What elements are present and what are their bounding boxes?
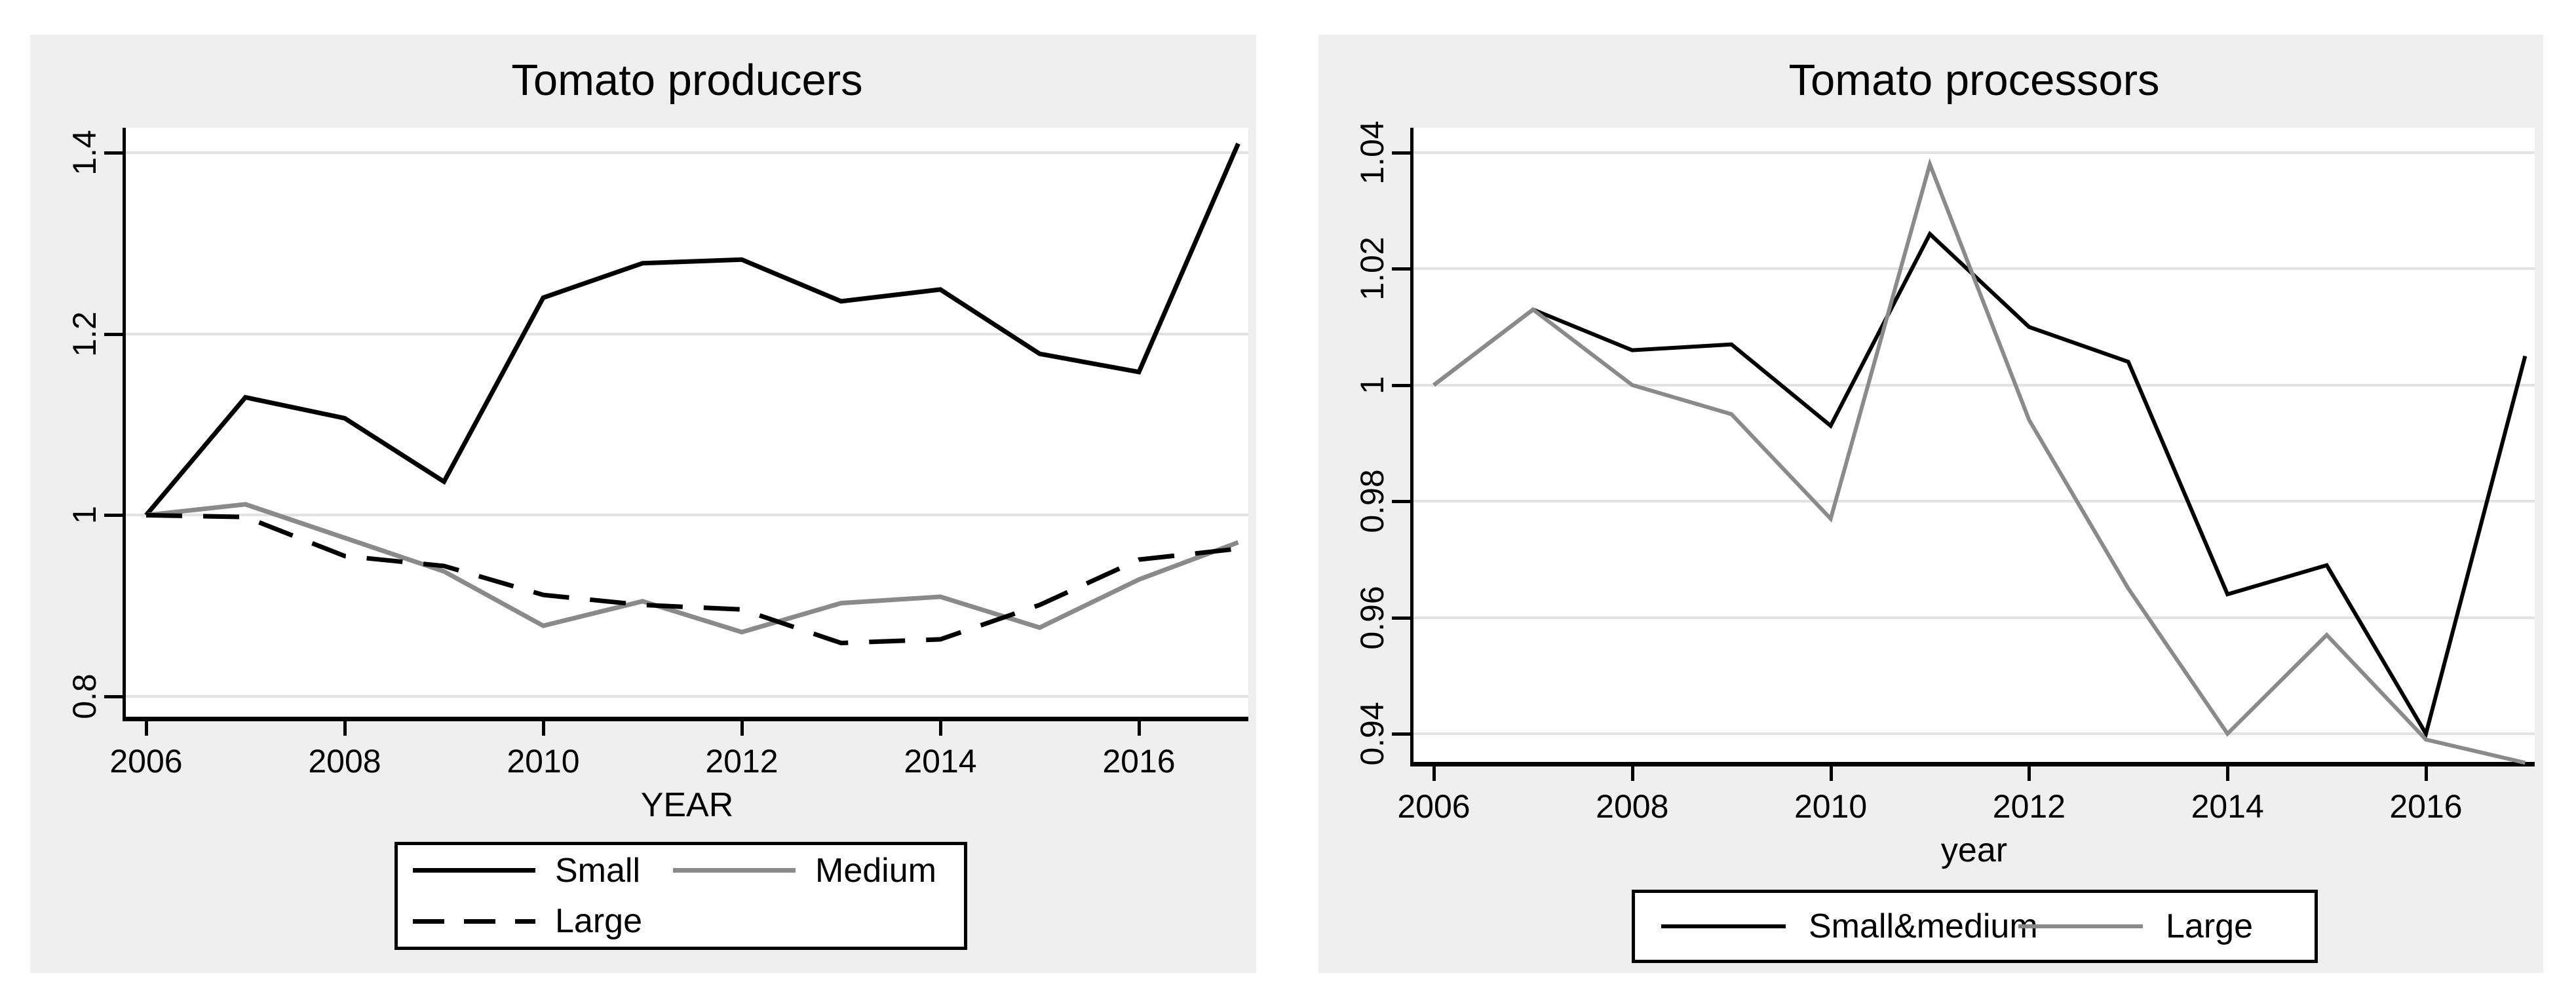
y-tick-label-1.2: 1.2: [66, 311, 103, 357]
x-axis-spine: [1410, 762, 2535, 766]
x-tick-2006: [145, 721, 148, 736]
y-tick-label-0.8: 0.8: [66, 673, 103, 719]
x-tick-label-2006: 2006: [109, 743, 183, 780]
x-tick-2012: [2028, 766, 2031, 781]
y-tick-1: [104, 514, 123, 518]
series-line-Large: [145, 512, 1239, 646]
chart-title-tomato-producers: Tomato producers: [511, 56, 863, 105]
legend-label-Large: Large: [2166, 907, 2253, 945]
legend-row: Small&medium Large: [1635, 895, 2315, 958]
x-tick-2008: [343, 721, 347, 736]
series-line-Small: [144, 142, 1240, 517]
y-tick-1.02: [1392, 267, 1410, 271]
x-axis-title-left: YEAR: [640, 786, 734, 824]
legend-label-Small&medium: Small&medium: [1809, 907, 2038, 945]
x-tick-label-2008: 2008: [1596, 788, 1669, 825]
legend-row: Small Medium: [398, 845, 964, 896]
gridline-y-1: [1413, 383, 2535, 387]
x-tick-2006: [1432, 766, 1436, 781]
x-tick-label-2010: 2010: [1794, 788, 1868, 825]
gridline-y-1.2: [126, 332, 1248, 335]
x-tick-2014: [939, 721, 942, 736]
x-tick-2008: [1630, 766, 1634, 781]
legend-swatch-Medium: [673, 868, 796, 873]
gridline-y-0.94: [1413, 732, 2535, 735]
y-tick-0.8: [104, 695, 123, 699]
y-tick-1.4: [104, 151, 123, 155]
x-tick-label-2012: 2012: [1992, 788, 2066, 825]
y-tick-label-1.4: 1.4: [66, 130, 103, 176]
legend-label-Large: Large: [555, 902, 642, 941]
gridline-y-0.96: [1413, 616, 2535, 619]
legend-row: Large: [398, 896, 964, 947]
x-tick-label-2008: 2008: [308, 743, 381, 780]
y-tick-label-0.94: 0.94: [1354, 702, 1391, 766]
x-tick-2016: [1138, 721, 1141, 736]
series-line-Small&medium: [1432, 231, 2528, 739]
series-lines: [1432, 158, 2528, 765]
x-tick-2010: [1829, 766, 1833, 781]
gridline-y-1.4: [126, 151, 1248, 154]
x-tick-2012: [740, 721, 744, 736]
x-tick-label-2016: 2016: [1102, 743, 1176, 780]
y-tick-0.98: [1392, 500, 1410, 504]
y-tick-label-1: 1: [1354, 375, 1391, 394]
x-tick-label-2014: 2014: [2191, 788, 2264, 825]
y-tick-label-0.98: 0.98: [1354, 469, 1391, 533]
x-tick-label-2010: 2010: [507, 743, 580, 780]
x-tick-label-2012: 2012: [705, 743, 779, 780]
x-axis-spine: [123, 717, 1248, 721]
y-axis-spine: [123, 128, 126, 721]
x-tick-label-2016: 2016: [2389, 788, 2463, 825]
series-line-Large: [1432, 158, 2526, 765]
x-tick-label-2014: 2014: [904, 743, 977, 780]
y-tick-label-1: 1: [66, 506, 103, 525]
y-tick-label-1.04: 1.04: [1354, 121, 1391, 185]
gridline-y-0.8: [126, 695, 1248, 698]
chart-panel-tomato-producers: Tomato producers 0.8 1 1.2 1.4 2006 2008 2010 2…: [30, 35, 1256, 973]
series-line-Medium: [145, 502, 1239, 635]
gridline-y-1: [126, 514, 1248, 517]
x-tick-2014: [2226, 766, 2230, 781]
legend-swatch-Large: [2018, 924, 2143, 928]
gridline-y-0.98: [1413, 500, 2535, 503]
y-tick-1: [1392, 383, 1410, 387]
x-tick-label-2006: 2006: [1397, 788, 1471, 825]
y-tick-0.94: [1392, 732, 1410, 736]
gridline-y-1.02: [1413, 267, 2535, 271]
legend-box: Small&medium Large: [1632, 890, 2318, 963]
x-tick-2010: [542, 721, 545, 736]
legend-swatch-Large: [413, 918, 535, 924]
legend-swatch-Small: [413, 868, 535, 873]
chart-title-tomato-processors: Tomato processors: [1788, 56, 2160, 105]
series-lines: [144, 142, 1240, 646]
y-tick-1.04: [1392, 151, 1410, 155]
y-tick-label-0.96: 0.96: [1354, 585, 1391, 650]
chart-panel-tomato-processors: Tomato processors 0.94 0.96 0.98 1 1.02 1.04 2…: [1318, 35, 2543, 973]
gridline-y-1.04: [1413, 151, 2535, 154]
legend-swatch-Small&medium: [1661, 924, 1786, 928]
y-tick-0.96: [1392, 616, 1410, 620]
y-tick-label-1.02: 1.02: [1354, 237, 1391, 301]
legend-box: Small Medium Large: [394, 842, 967, 950]
x-tick-2016: [2425, 766, 2428, 781]
legend-label-Small: Small: [555, 851, 641, 890]
x-axis-title-right: year: [1940, 831, 2008, 869]
legend-label-Medium: Medium: [815, 851, 936, 890]
y-tick-1.2: [104, 332, 123, 336]
y-axis-spine: [1410, 128, 1413, 766]
